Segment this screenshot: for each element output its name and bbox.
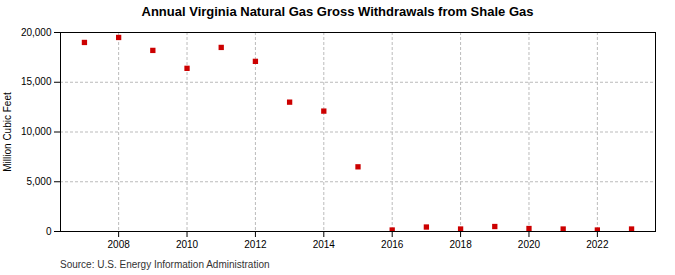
svg-text:10,000: 10,000: [21, 126, 52, 137]
svg-text:2018: 2018: [449, 239, 472, 250]
svg-text:2008: 2008: [108, 239, 131, 250]
svg-text:Million Cubic Feet: Million Cubic Feet: [2, 92, 13, 172]
svg-text:15,000: 15,000: [21, 76, 52, 87]
svg-text:0: 0: [46, 226, 52, 237]
svg-text:2020: 2020: [518, 239, 541, 250]
svg-text:5,000: 5,000: [26, 176, 51, 187]
svg-text:2022: 2022: [586, 239, 609, 250]
html-text:Annual Virginia Natural Gas Gr: Annual Virginia Natural Gas Gross Withdr…: [141, 4, 534, 19]
html-text:Source: U.S. Energy Informatio: Source: U.S. Energy Information Administ…: [60, 259, 270, 270]
svg-text:20,000: 20,000: [21, 27, 52, 38]
svg-text:2014: 2014: [313, 239, 336, 250]
svg-text:2012: 2012: [244, 239, 267, 250]
svg-text:2016: 2016: [381, 239, 404, 250]
svg-text:2010: 2010: [176, 239, 199, 250]
